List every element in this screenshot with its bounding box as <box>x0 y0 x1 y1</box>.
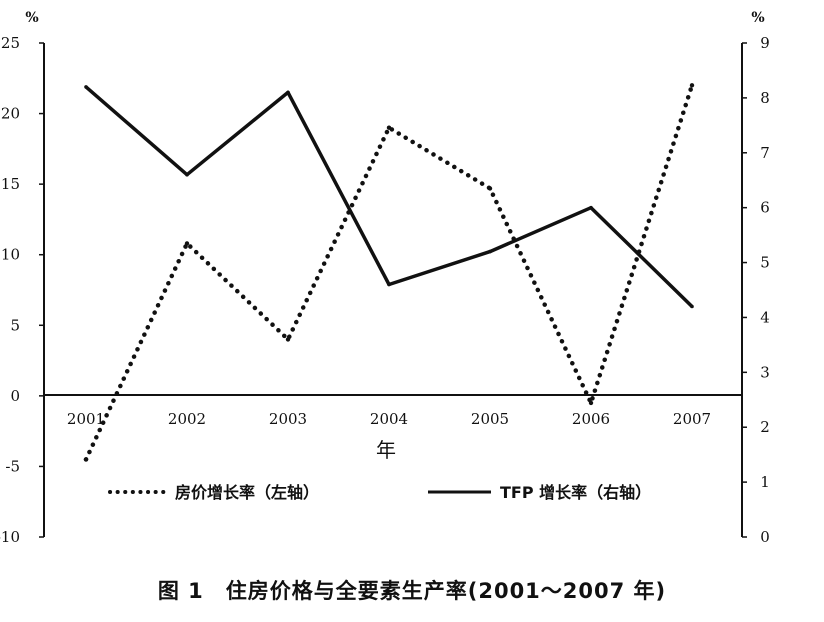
x-tick-label: 2007 <box>673 410 711 428</box>
x-tick-label: 2002 <box>168 410 206 428</box>
legend-item-house-price: 房价增长率（左轴） <box>108 483 319 502</box>
right-tick-label: 9 <box>760 34 770 52</box>
x-tick-label: 2003 <box>269 410 307 428</box>
tfp-point-2005 <box>488 249 492 254</box>
left-axis-unit: % <box>25 10 38 26</box>
right-tick-label: 0 <box>760 528 770 546</box>
tfp-point-2007 <box>690 304 694 309</box>
left-tick-label: -5 <box>5 457 20 475</box>
x-axis-label: 年 <box>376 438 396 462</box>
x-axis-ticks: 2001 2002 2003 2004 2005 2006 2007 <box>67 410 711 428</box>
legend: 房价增长率（左轴） TFP 增长率（右轴） <box>108 483 651 502</box>
right-tick-label: 6 <box>760 199 770 217</box>
legend-item-tfp: TFP 增长率（右轴） <box>428 483 651 502</box>
right-axis-unit: % <box>751 10 764 26</box>
x-tick-label: 2004 <box>370 410 408 428</box>
tfp-point-2006 <box>589 205 593 210</box>
x-tick-label: 2006 <box>572 410 610 428</box>
right-tick-label: 7 <box>760 144 770 162</box>
left-tick-label: 0 <box>10 387 20 405</box>
house-price-point-2002 <box>184 241 190 246</box>
house-price-point-2001 <box>83 457 89 462</box>
series-line-tfp <box>84 85 694 308</box>
left-tick-label: 10 <box>1 246 20 264</box>
tfp-point-2001 <box>84 85 88 89</box>
x-tick-label: 2001 <box>67 410 105 428</box>
left-tick-label: 15 <box>1 175 20 193</box>
tfp-point-2004 <box>387 282 391 287</box>
house-price-point-2003 <box>285 337 291 342</box>
house-price-point-2007 <box>689 83 695 88</box>
right-axis-ticks: 9 8 7 6 5 4 3 2 1 0 <box>742 34 770 546</box>
series-layer <box>83 83 695 462</box>
right-tick-label: 2 <box>760 418 770 436</box>
house-price-point-2006 <box>588 400 594 406</box>
figure-caption: 图 1 住房价格与全要素生产率(2001～2007 年) <box>157 579 667 603</box>
left-axis-ticks: 25 20 15 10 5 0 -5 -10 <box>0 34 44 546</box>
right-tick-label: 3 <box>760 363 770 381</box>
house-price-point-2005 <box>487 186 493 191</box>
series-line-house-price <box>83 83 695 462</box>
left-tick-label: 20 <box>1 105 20 123</box>
left-tick-label: 25 <box>1 34 20 52</box>
house-price-point-2004 <box>386 125 392 130</box>
right-tick-label: 4 <box>760 308 770 326</box>
tfp-point-2002 <box>185 172 189 177</box>
tfp-point-2003 <box>286 90 290 95</box>
right-tick-label: 1 <box>760 473 770 491</box>
left-tick-label: 5 <box>10 316 20 334</box>
x-tick-label: 2005 <box>471 410 509 428</box>
left-tick-label: -10 <box>0 528 20 546</box>
legend-label-house-price: 房价增长率（左轴） <box>175 483 319 502</box>
right-tick-label: 5 <box>760 254 770 272</box>
right-tick-label: 8 <box>760 89 770 107</box>
legend-label-tfp: TFP 增长率（右轴） <box>500 483 651 502</box>
